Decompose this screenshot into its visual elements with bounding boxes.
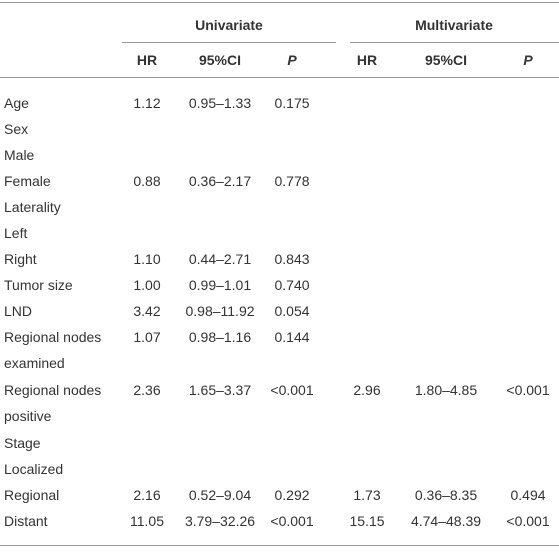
cell: 0.740 — [274, 277, 310, 294]
cell: 3.42 — [133, 303, 161, 320]
column-header: 95%CI — [198, 52, 242, 68]
cell: 2.96 — [353, 382, 381, 399]
row-label: Age — [4, 95, 29, 111]
rule — [350, 42, 559, 43]
cell: 15.15 — [349, 513, 385, 530]
cell: 0.843 — [274, 251, 310, 268]
column-header: P — [523, 52, 533, 68]
column-header: 95%CI — [424, 52, 468, 68]
cell: 0.98–1.16 — [188, 329, 252, 346]
cell: 0.494 — [510, 487, 546, 504]
cell: <0.001 — [270, 382, 314, 399]
row-label: Laterality — [4, 199, 61, 215]
group-header: Multivariate — [415, 17, 493, 33]
cell: 0.36–8.35 — [414, 487, 478, 504]
cell: <0.001 — [270, 513, 314, 530]
column-header: HR — [136, 52, 158, 68]
row-label: Sex — [4, 121, 29, 137]
row-label: Regional — [4, 487, 60, 503]
row-label: Male — [4, 147, 35, 163]
row-label: Regional nodes positive — [4, 382, 102, 425]
cell: 1.00 — [133, 277, 161, 294]
row-label: Distant — [4, 513, 48, 529]
row-label: Localized — [4, 461, 64, 477]
cell: 1.80–4.85 — [414, 382, 478, 399]
cell: 2.36 — [133, 382, 161, 399]
cell: 1.73 — [353, 487, 381, 504]
group-header: Univariate — [195, 17, 263, 33]
rule — [0, 545, 559, 546]
cell: 0.292 — [274, 487, 310, 504]
cell: 0.44–2.71 — [188, 251, 252, 268]
cell: 11.05 — [130, 513, 164, 530]
cell: 0.144 — [274, 329, 310, 346]
cell: <0.001 — [506, 513, 550, 530]
cell: 0.98–11.92 — [185, 303, 255, 320]
cell: 1.07 — [133, 329, 161, 346]
row-label: Stage — [4, 435, 41, 451]
cell: 0.778 — [274, 173, 310, 190]
cell: 0.95–1.33 — [188, 95, 252, 112]
cell: <0.001 — [506, 382, 550, 399]
cell: 0.52–9.04 — [188, 487, 252, 504]
cell: 0.99–1.01 — [188, 277, 252, 294]
row-label: Left — [4, 225, 28, 241]
row-label: Right — [4, 251, 37, 267]
row-label: Regional nodes examined — [4, 329, 102, 372]
cell: 1.10 — [133, 251, 161, 268]
rule — [0, 77, 559, 78]
rule — [122, 42, 336, 43]
column-header: P — [287, 52, 297, 68]
row-label: LND — [4, 303, 33, 319]
cell: 2.16 — [133, 487, 161, 504]
cell: 0.054 — [274, 303, 310, 320]
rule — [0, 2, 559, 3]
row-label: Tumor size — [4, 277, 73, 293]
row-label: Female — [4, 173, 51, 189]
cell: 0.88 — [133, 173, 161, 190]
column-header: HR — [356, 52, 378, 68]
cell: 3.79–32.26 — [184, 513, 256, 530]
cell: 1.65–3.37 — [188, 382, 252, 399]
cell: 0.36–2.17 — [188, 173, 252, 190]
cell: 4.74–48.39 — [410, 513, 482, 530]
cell: 0.175 — [274, 95, 310, 112]
cell: 1.12 — [133, 95, 161, 112]
